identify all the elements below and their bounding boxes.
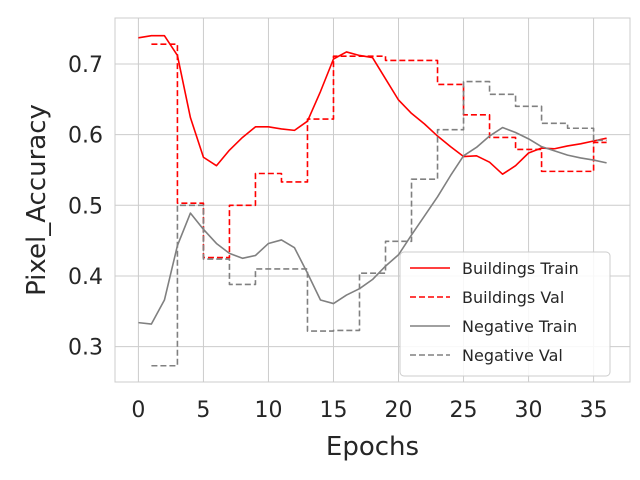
x-tick-label: 15 [319,398,347,423]
x-tick-label: 20 [385,398,413,423]
y-axis-ticks: 0.3 0.4 0.5 0.6 0.7 [68,53,103,361]
y-tick-label: 0.7 [68,53,103,78]
series-lines [138,34,607,367]
x-tick-label: 0 [131,398,145,423]
x-tick-label: 25 [450,398,478,423]
x-axis-label: Epochs [326,432,419,462]
y-tick-label: 0.6 [68,124,103,149]
legend-label: Negative Val [462,346,563,365]
y-tick-label: 0.5 [68,194,103,219]
series-line-buildings-val [151,43,607,259]
legend-label: Buildings Val [462,288,564,307]
y-tick-label: 0.3 [68,336,103,361]
x-tick-label: 5 [196,398,210,423]
series-line-buildings-train [138,34,607,175]
y-axis-label: Pixel_Accuracy [22,104,52,296]
legend: Buildings Train Buildings Val Negative Tra… [399,251,611,377]
legend-label: Buildings Train [462,259,579,278]
series-line-negative-val [151,80,607,367]
x-axis-ticks: 0 5 10 15 20 25 30 35 [131,398,607,423]
y-tick-label: 0.4 [68,265,103,290]
legend-label: Negative Train [462,317,577,336]
x-tick-label: 30 [515,398,543,423]
legend-box [399,251,611,377]
x-tick-label: 35 [580,398,608,423]
x-tick-label: 10 [254,398,282,423]
series-line-negative-train [138,126,607,325]
